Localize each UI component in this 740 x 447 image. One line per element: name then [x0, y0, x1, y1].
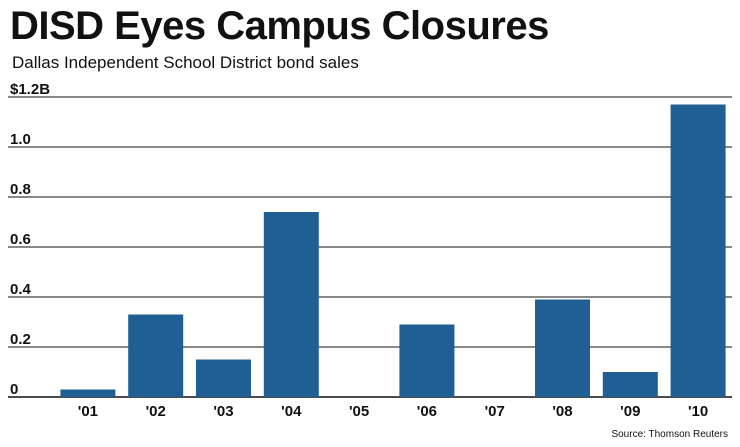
x-tick-label: '10 [688, 403, 708, 420]
bar [670, 104, 726, 397]
x-tick-label: '08 [552, 403, 572, 420]
source-note: Source: Thomson Reuters [611, 429, 728, 440]
bars [60, 104, 726, 397]
bar [602, 372, 658, 397]
bar [535, 299, 590, 397]
chart-title: DISD Eyes Campus Closures [10, 4, 549, 48]
bar [263, 212, 319, 397]
x-tick-label: '01 [78, 403, 98, 420]
x-tick-labels: '01 '02 '03 '04 '05 '06 '07 '08 '09 '10 [78, 403, 708, 420]
bar [60, 389, 116, 397]
x-tick-label: '04 [281, 403, 302, 420]
y-tick-label: 0.8 [10, 181, 31, 198]
y-tick-label: $1.2B [10, 81, 50, 98]
y-tick-label: 1.0 [10, 131, 31, 148]
x-tick-label: '05 [349, 403, 369, 420]
gridlines [8, 96, 732, 398]
y-tick-label: 0 [10, 381, 18, 398]
y-tick-labels: 0 0.2 0.4 0.6 0.8 1.0 $1.2B [10, 81, 50, 398]
x-tick-label: '02 [146, 403, 166, 420]
x-tick-label: '09 [620, 403, 640, 420]
x-tick-label: '07 [485, 403, 505, 420]
y-tick-label: 0.2 [10, 331, 31, 348]
bar [399, 324, 455, 397]
bar [128, 314, 184, 397]
x-tick-label: '06 [417, 403, 437, 420]
y-tick-label: 0.6 [10, 231, 31, 248]
x-tick-label: '03 [213, 403, 233, 420]
bar [196, 359, 251, 397]
chart-subtitle: Dallas Independent School District bond … [12, 53, 359, 72]
y-tick-label: 0.4 [10, 281, 32, 298]
